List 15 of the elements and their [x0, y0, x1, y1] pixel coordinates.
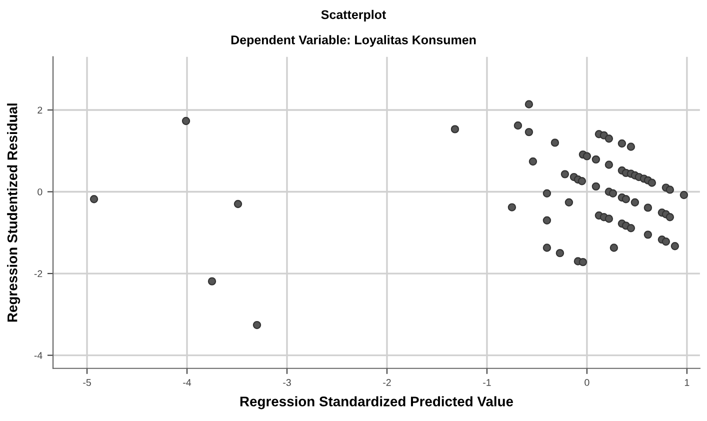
x-tick-label: -4: [183, 379, 192, 386]
x-tick-label: -1: [483, 379, 491, 386]
x-tick-label: -3: [283, 379, 291, 386]
y-tick-label: -2: [34, 270, 42, 278]
chart-subtitle: Dependent Variable: Loyalitas Konsumen: [231, 35, 476, 47]
x-tick-label: 1: [684, 379, 690, 386]
y-axis-title: Regression Studentized Residual: [7, 104, 20, 322]
y-tick-label: -4: [34, 352, 42, 359]
y-tick-label: 2: [38, 106, 42, 114]
x-tick-label: 0: [584, 379, 590, 386]
x-tick-label: -5: [83, 379, 91, 386]
chart-title: Scatterplot: [321, 10, 386, 22]
y-tick-label: 0: [38, 188, 42, 196]
x-axis-title: Regression Standardized Predicted Value: [240, 396, 514, 410]
x-tick-label: -2: [383, 379, 391, 386]
